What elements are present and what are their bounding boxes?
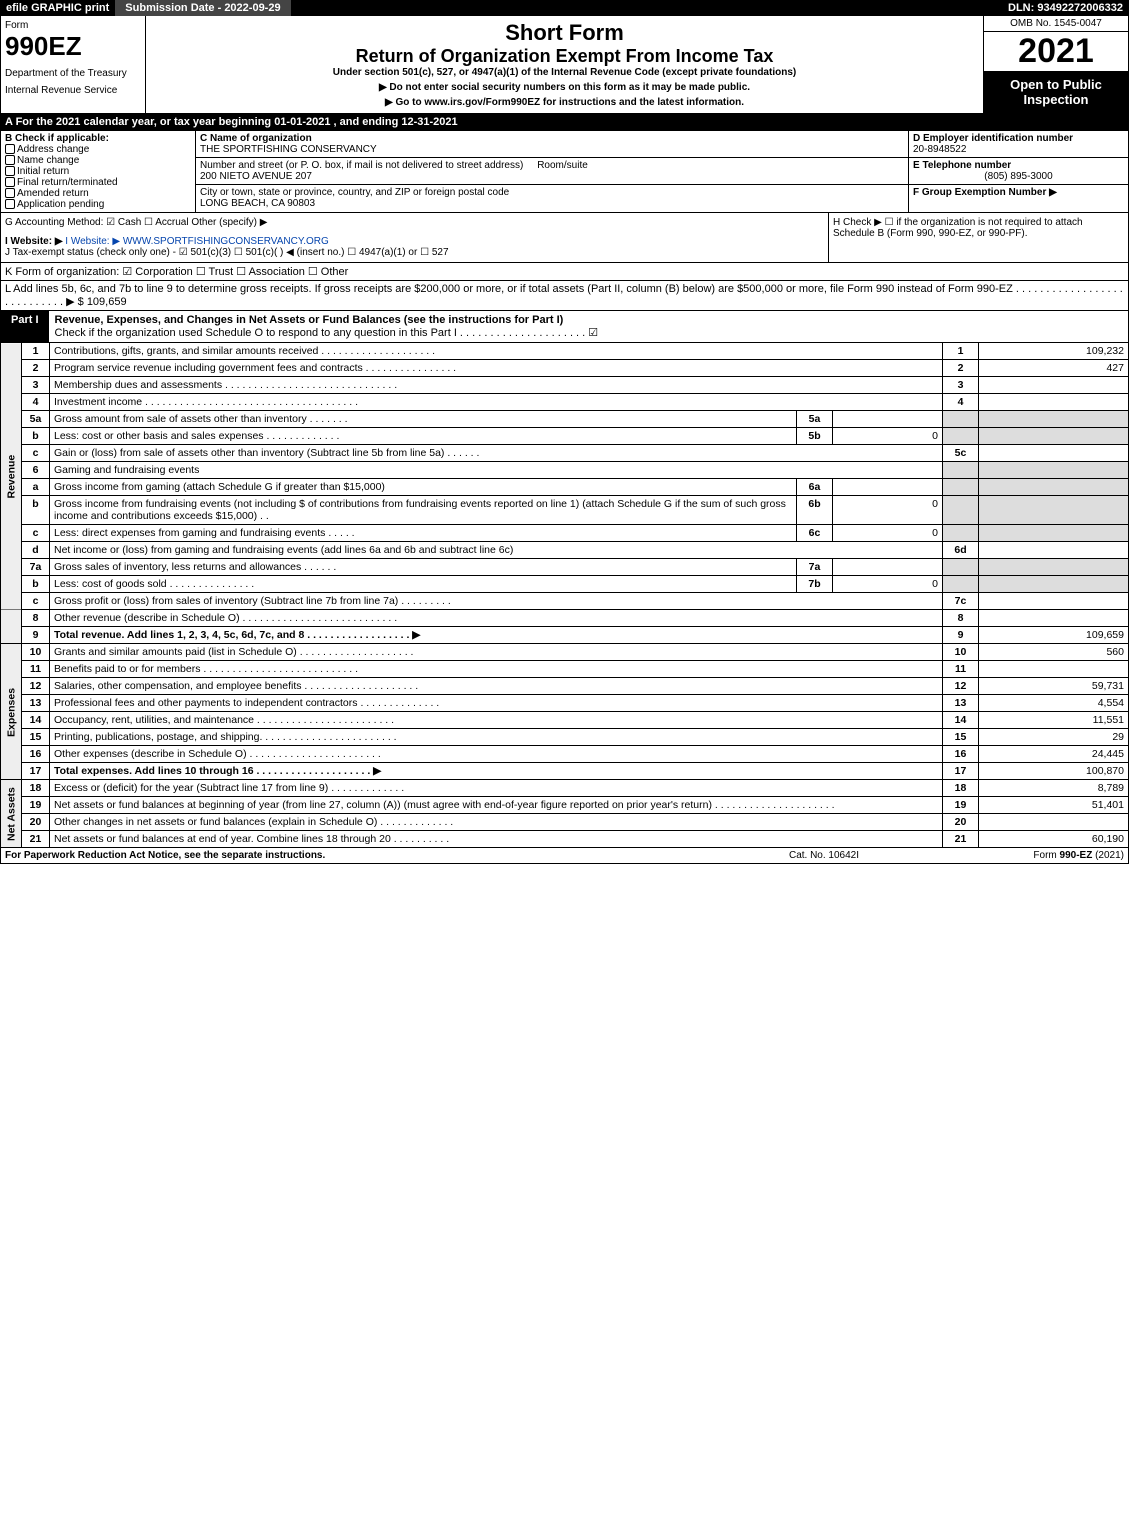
line-h: H Check ▶ ☐ if the organization is not r…	[828, 213, 1128, 262]
g-i-j: G Accounting Method: ☑ Cash ☐ Accrual Ot…	[1, 213, 828, 262]
phone-row: E Telephone number(805) 895-3000	[909, 158, 1128, 185]
org-name: THE SPORTFISHING CONSERVANCY	[200, 144, 377, 155]
tax-year: 2021	[984, 32, 1128, 71]
goto-link[interactable]: ▶ Go to www.irs.gov/Form990EZ for instru…	[150, 97, 979, 108]
part1-header: Part I Revenue, Expenses, and Changes in…	[0, 311, 1129, 343]
group-row: F Group Exemption Number ▶	[909, 185, 1128, 200]
chk-initial[interactable]: Initial return	[5, 166, 191, 177]
chk-pending[interactable]: Application pending	[5, 199, 191, 210]
short-form: Short Form	[150, 20, 979, 46]
right-info: D Employer identification number20-89485…	[908, 131, 1128, 212]
chk-address[interactable]: Address change	[5, 144, 191, 155]
form-word: Form	[5, 20, 141, 31]
line-g: G Accounting Method: ☑ Cash ☐ Accrual Ot…	[5, 217, 824, 228]
check-applicable: B Check if applicable: Address change Na…	[1, 131, 196, 212]
street-row: Number and street (or P. O. box, if mail…	[196, 158, 908, 185]
ein-row: D Employer identification number20-89485…	[909, 131, 1128, 158]
chk-final[interactable]: Final return/terminated	[5, 177, 191, 188]
return-title: Return of Organization Exempt From Incom…	[150, 46, 979, 67]
line-j: J Tax-exempt status (check only one) - ☑…	[5, 247, 824, 258]
city-row: City or town, state or province, country…	[196, 185, 908, 211]
form-ref: Form 990-EZ (2021)	[924, 850, 1124, 861]
section-b-block: B Check if applicable: Address change Na…	[0, 131, 1129, 213]
form-title-block: Short Form Return of Organization Exempt…	[146, 16, 983, 113]
header-bar: efile GRAPHIC print Submission Date - 20…	[0, 0, 1129, 16]
dept-label: Department of the Treasury	[5, 68, 141, 79]
org-name-row: C Name of organization THE SPORTFISHING …	[196, 131, 908, 158]
part1-table: Revenue 1Contributions, gifts, grants, a…	[0, 343, 1129, 848]
section-gh: G Accounting Method: ☑ Cash ☐ Accrual Ot…	[0, 213, 1129, 263]
irs-label: Internal Revenue Service	[5, 85, 141, 96]
ln-1: 1	[22, 343, 50, 360]
open-public: Open to Public Inspection	[984, 71, 1128, 113]
line-l: L Add lines 5b, 6c, and 7b to line 9 to …	[0, 281, 1129, 311]
form-number: 990EZ	[5, 31, 141, 62]
expenses-label: Expenses	[1, 644, 22, 780]
chk-amended[interactable]: Amended return	[5, 188, 191, 199]
footer: For Paperwork Reduction Act Notice, see …	[0, 848, 1129, 864]
website-link: I Website: ▶ WWW.SPORTFISHINGCONSERVANCY…	[65, 236, 328, 247]
part1-title: Revenue, Expenses, and Changes in Net As…	[49, 311, 1128, 342]
netassets-label: Net Assets	[1, 780, 22, 848]
submission-date: Submission Date - 2022-09-29	[115, 0, 290, 16]
b-label: B Check if applicable:	[5, 133, 191, 144]
omb-no: OMB No. 1545-0047	[984, 16, 1128, 32]
paperwork-notice: For Paperwork Reduction Act Notice, see …	[5, 850, 724, 861]
under-section: Under section 501(c), 527, or 4947(a)(1)…	[150, 67, 979, 78]
cat-no: Cat. No. 10642I	[724, 850, 924, 861]
chk-name[interactable]: Name change	[5, 155, 191, 166]
city: LONG BEACH, CA 90803	[200, 198, 315, 209]
line-a: A For the 2021 calendar year, or tax yea…	[0, 114, 1129, 131]
revenue-label: Revenue	[1, 343, 22, 610]
street: 200 NIETO AVENUE 207	[200, 171, 312, 182]
line-k: K Form of organization: ☑ Corporation ☐ …	[0, 263, 1129, 281]
year-block: OMB No. 1545-0047 2021 Open to Public In…	[983, 16, 1128, 113]
part1-label: Part I	[1, 311, 49, 342]
form-header: Form 990EZ Department of the Treasury In…	[0, 16, 1129, 114]
ssn-warning: ▶ Do not enter social security numbers o…	[150, 82, 979, 93]
form-id-block: Form 990EZ Department of the Treasury In…	[1, 16, 146, 113]
dln-label: DLN: 93492272006332	[1002, 0, 1129, 16]
efile-label[interactable]: efile GRAPHIC print	[0, 0, 115, 16]
line-i[interactable]: I Website: ▶ I Website: ▶ WWW.SPORTFISHI…	[5, 236, 824, 247]
org-info: C Name of organization THE SPORTFISHING …	[196, 131, 908, 212]
